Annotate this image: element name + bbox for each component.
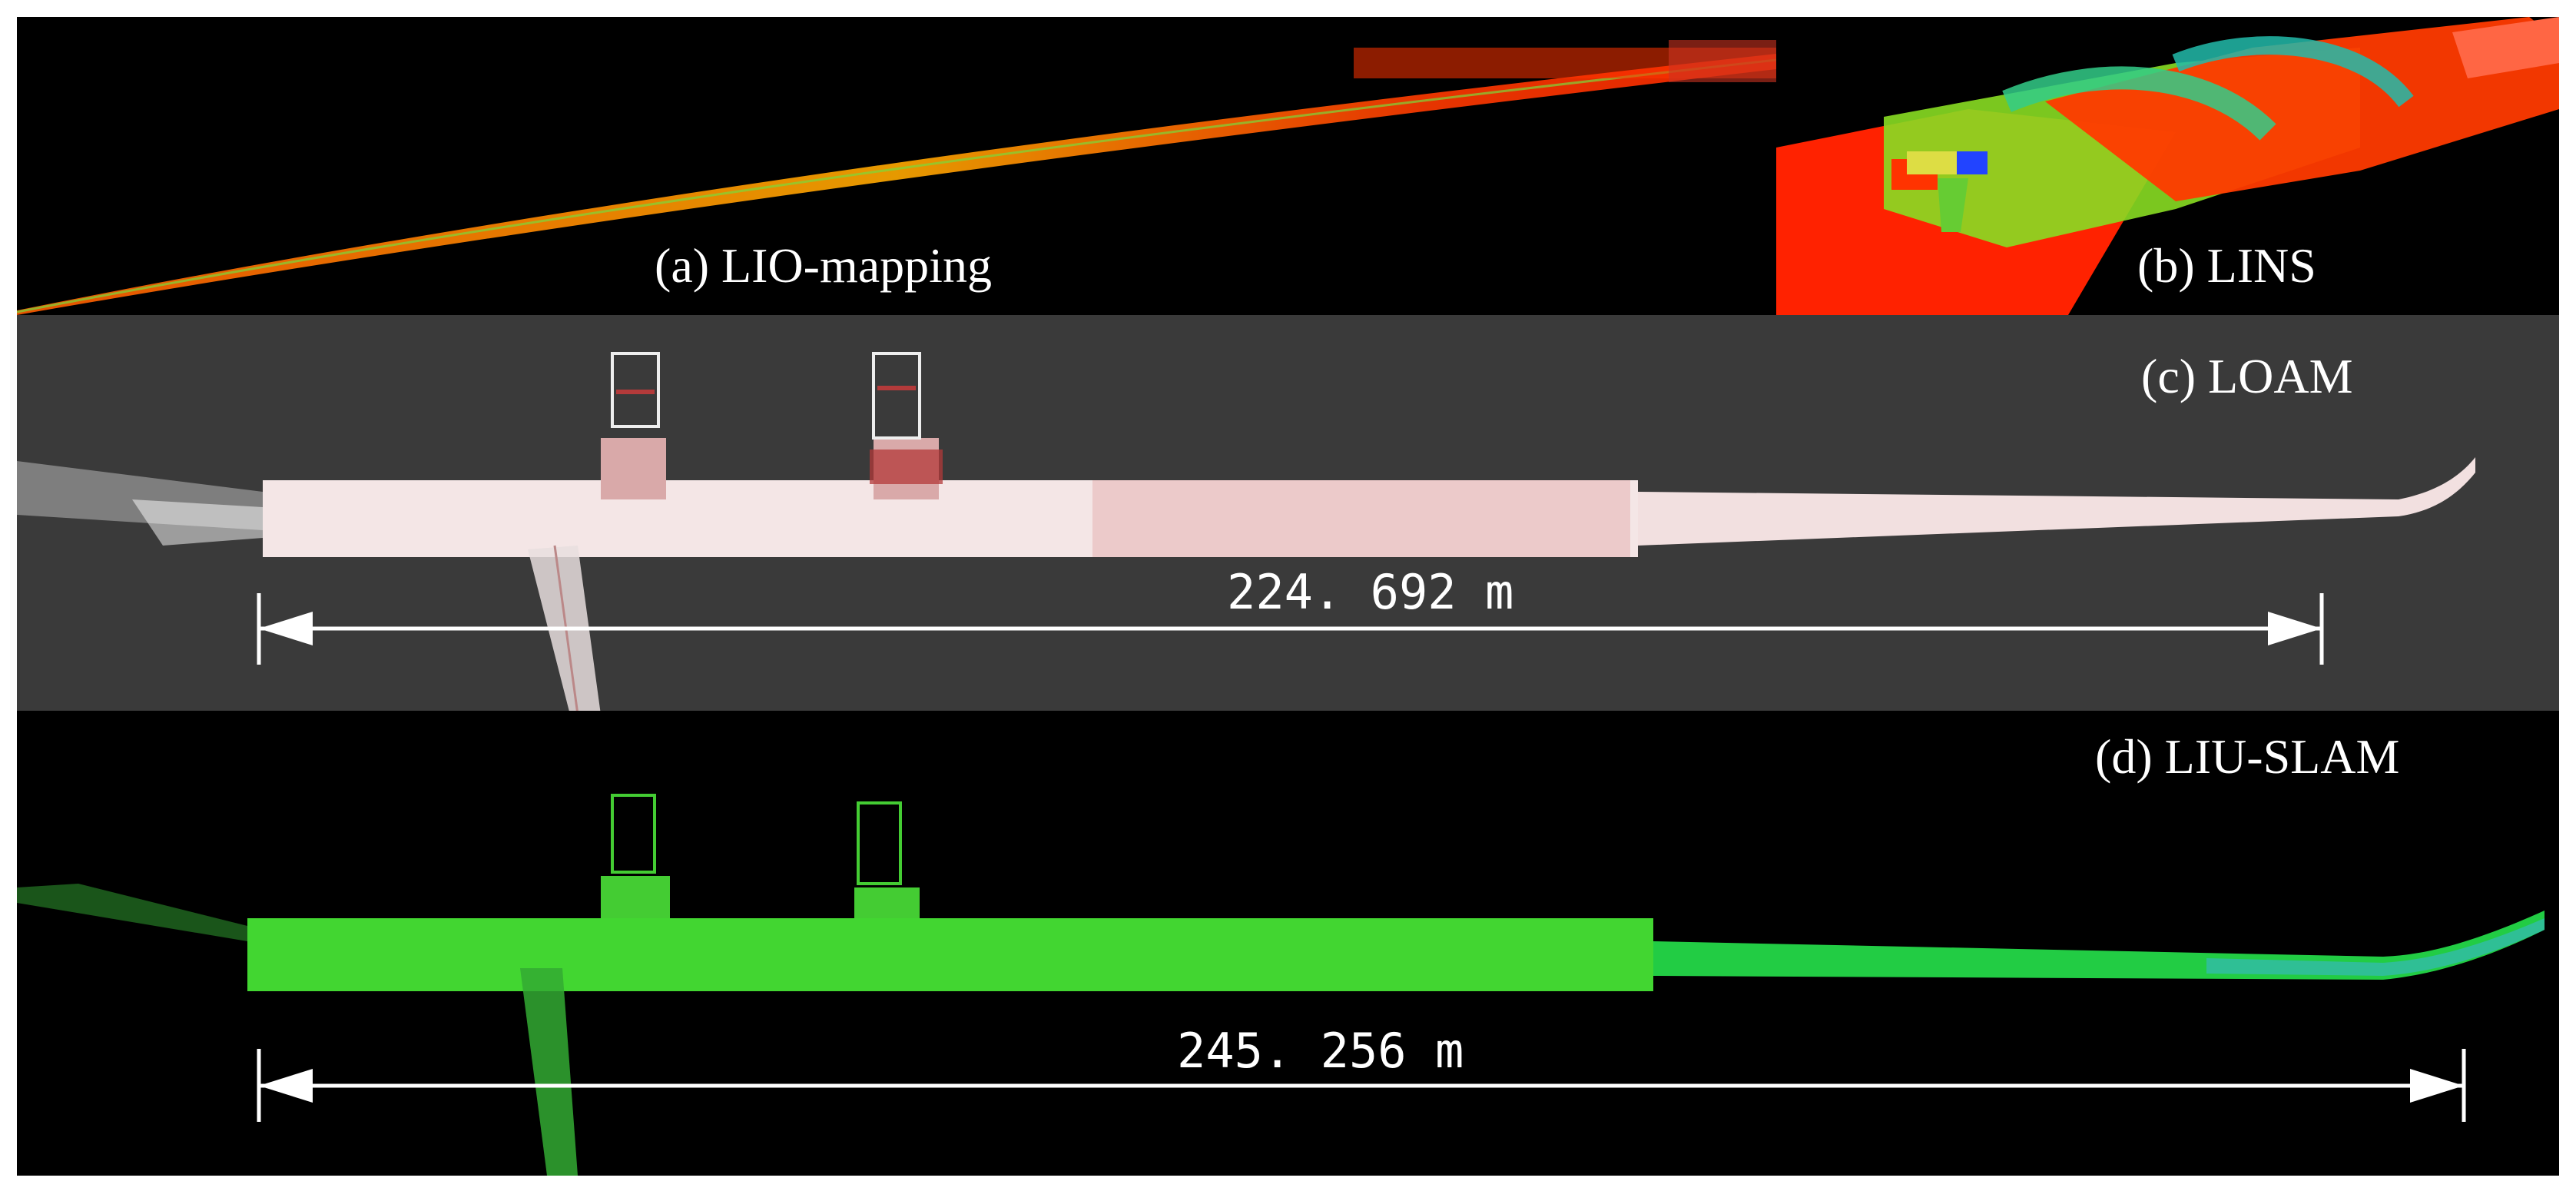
panel-lins: (b) LINS bbox=[1776, 17, 2559, 315]
caption-liu-slam: (d) LIU-SLAM bbox=[2095, 729, 2400, 784]
loam-length-arrow bbox=[257, 593, 2324, 665]
lins-point-cloud bbox=[1776, 17, 2559, 315]
panel-liu-slam: (d) LIU-SLAM 245. 256 m bbox=[17, 711, 2559, 1176]
caption-loam: (c) LOAM bbox=[2141, 349, 2353, 403]
panel-lio-mapping: (a) LIO-mapping bbox=[17, 17, 1776, 315]
liu-slam-point-cloud bbox=[17, 794, 2545, 1176]
panel-loam: (c) LOAM 224. 692 m bbox=[17, 315, 2559, 711]
loam-point-cloud bbox=[17, 352, 2475, 711]
liu-slam-length-arrow bbox=[257, 1049, 2466, 1122]
loam-length-label: 224. 692 m bbox=[1227, 564, 1514, 620]
caption-lio-mapping: (a) LIO-mapping bbox=[655, 238, 992, 293]
liu-slam-length-label: 245. 256 m bbox=[1177, 1023, 1464, 1079]
lio-mapping-point-cloud bbox=[17, 40, 1776, 315]
caption-lins: (b) LINS bbox=[2137, 238, 2316, 293]
